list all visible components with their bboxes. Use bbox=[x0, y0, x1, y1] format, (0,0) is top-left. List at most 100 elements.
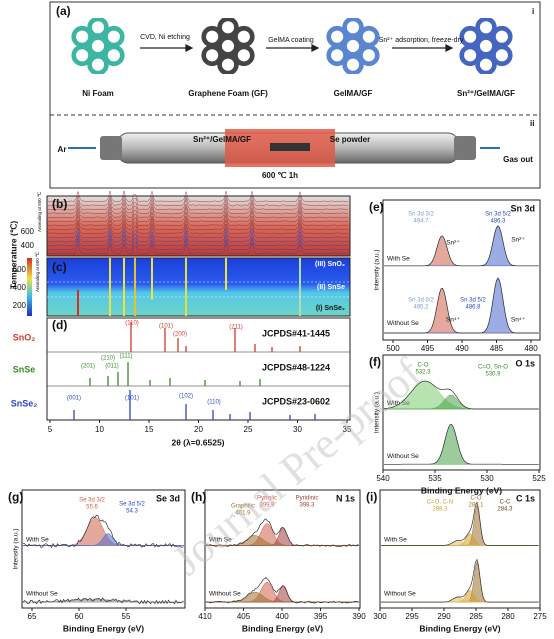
part-label: ii bbox=[530, 119, 534, 128]
sample-label: Without Se bbox=[387, 453, 419, 460]
y-tick-label: 200 bbox=[13, 301, 27, 310]
panel-label: (a) bbox=[56, 4, 71, 18]
x-tick-label: 60 bbox=[75, 612, 84, 621]
panel-label: (d) bbox=[52, 318, 67, 332]
colorbar bbox=[27, 258, 32, 316]
panel-title: O 1s bbox=[515, 358, 535, 368]
panel-label: (i) bbox=[366, 490, 377, 504]
card-label: JCPDS#48-1224 bbox=[262, 362, 330, 372]
fit-peak bbox=[205, 535, 360, 546]
x-tick-label: 30 bbox=[293, 425, 302, 434]
x-tick-label: 280 bbox=[501, 612, 515, 621]
peak-label: 532.3 bbox=[415, 370, 431, 376]
peak-label: 494.7 bbox=[413, 219, 429, 225]
x-tick-label: 525 bbox=[532, 474, 546, 483]
x-tick-label: 390 bbox=[352, 612, 366, 621]
panel-title: N 1s bbox=[336, 493, 355, 503]
y-tick-label: 400 bbox=[13, 283, 27, 292]
peak-label: Graphitic bbox=[231, 504, 255, 510]
panel-label: (b) bbox=[52, 197, 67, 211]
x-tick-label: 65 bbox=[28, 612, 37, 621]
x-tick-label: 500 bbox=[386, 344, 400, 353]
spectrum bbox=[383, 380, 539, 410]
x-tick-label: 275 bbox=[533, 612, 547, 621]
x-tick-label: 395 bbox=[314, 612, 328, 621]
x-tick-label: 15 bbox=[145, 425, 154, 434]
x-tick-label: 25 bbox=[244, 425, 253, 434]
panel-a: (a) i ii Ni Foam Graphene Foam (GF) GelM… bbox=[49, 1, 541, 189]
waterfall-line bbox=[48, 218, 349, 231]
x-tick-label: 55 bbox=[122, 612, 131, 621]
x-tick-label: 410 bbox=[198, 612, 212, 621]
species-label: Sn²⁺ bbox=[511, 237, 525, 244]
y-tick-label: 600 bbox=[13, 265, 27, 274]
x-tick-label: 300 bbox=[373, 612, 387, 621]
peak-label: 495.2 bbox=[413, 305, 429, 311]
plane-label: (011) bbox=[105, 364, 119, 370]
spectrum bbox=[205, 577, 360, 604]
tube-cap bbox=[454, 136, 476, 160]
peak-label: C-C bbox=[500, 500, 511, 506]
peak-label: 288.3 bbox=[432, 507, 448, 513]
waterfall-line bbox=[47, 206, 349, 219]
sample-label: Sn²⁺/GelMA/GF bbox=[193, 135, 251, 144]
spectrum bbox=[384, 424, 539, 465]
x-tick-label: 405 bbox=[237, 612, 251, 621]
watermark: Journal Pre-proof bbox=[163, 348, 432, 584]
spectrum bbox=[381, 558, 539, 603]
plane-label: (210) bbox=[101, 356, 115, 362]
waterfall-line bbox=[47, 222, 349, 235]
y-axis-label: Temperature (℃) bbox=[8, 221, 18, 290]
peak-label: C=O, Sn-O bbox=[478, 365, 508, 371]
annotation: Annealing at 600 ℃ bbox=[35, 251, 40, 292]
waterfall-line bbox=[47, 210, 349, 223]
plot-area bbox=[382, 354, 541, 471]
x-tick-label: 20 bbox=[194, 425, 203, 434]
plot-area bbox=[21, 489, 186, 609]
x-tick-label: 35 bbox=[343, 425, 352, 434]
peak-label: Se 3d 3/2 bbox=[79, 498, 105, 504]
spectrum bbox=[384, 277, 539, 334]
plane-label: (101) bbox=[159, 324, 173, 330]
step-label: Graphene Foam (GF) bbox=[188, 89, 268, 98]
plane-label: (211) bbox=[229, 325, 243, 331]
panel-label: (h) bbox=[191, 490, 206, 504]
phase-label: (I) SnSe₂ bbox=[316, 305, 345, 312]
panel-bc: (b) (c) 600 400 600 400 200 Annealing at… bbox=[8, 190, 351, 317]
peak-label: 54.3 bbox=[126, 509, 138, 515]
card-label: JCPDS#41-1445 bbox=[262, 328, 330, 338]
peak-label: 530.9 bbox=[485, 372, 501, 378]
peak-label: Se 3d 5/2 bbox=[119, 502, 145, 508]
panel-label: (c) bbox=[52, 260, 67, 274]
x-axis: 5 10 15 20 25 30 35 bbox=[48, 420, 352, 434]
waterfall-line bbox=[47, 214, 349, 227]
panel-label: (g) bbox=[8, 490, 23, 504]
waterfall bbox=[47, 190, 349, 255]
peak-label: Pyrrolic bbox=[257, 496, 277, 502]
species-label: Sn⁴⁺ bbox=[446, 317, 461, 324]
x-tick-label: 290 bbox=[437, 612, 451, 621]
peak-label: C-O bbox=[418, 363, 429, 369]
x-tick-label: 285 bbox=[469, 612, 483, 621]
peak-label: C-O bbox=[471, 496, 482, 502]
plane-label: (200) bbox=[173, 332, 187, 338]
phase-label: (II) SnSe bbox=[317, 284, 345, 291]
waterfall-line bbox=[47, 230, 349, 243]
panel-label: (f) bbox=[369, 355, 381, 369]
x-tick-label: 495 bbox=[421, 344, 435, 353]
panel-title: Sn 3d bbox=[510, 203, 535, 213]
xps-panels: 500 495 490 485 480 Intensity (a.u.) (e) Sn 3d W… bbox=[8, 199, 547, 633]
annotation: Annealing at 600 ℃ bbox=[37, 191, 42, 232]
peak-label: Sn 3d 3/2 bbox=[408, 212, 434, 218]
y-axis-label: Intensity (a.u.) bbox=[13, 528, 20, 569]
phase-label: SnSe bbox=[13, 364, 36, 374]
arrow-label: GelMA coating bbox=[268, 37, 314, 44]
peak-label: Sn 3d 5/2 bbox=[485, 212, 511, 218]
sample bbox=[270, 143, 310, 151]
x-tick-label: 10 bbox=[95, 425, 104, 434]
x-axis-label: Binding Energy (eV) bbox=[63, 623, 144, 633]
species-label: Sn⁴⁺ bbox=[511, 317, 526, 324]
peak-label: C=O, C-N bbox=[427, 500, 454, 506]
panel-title: Se 3d bbox=[156, 493, 180, 503]
x-tick-label: 490 bbox=[455, 344, 469, 353]
